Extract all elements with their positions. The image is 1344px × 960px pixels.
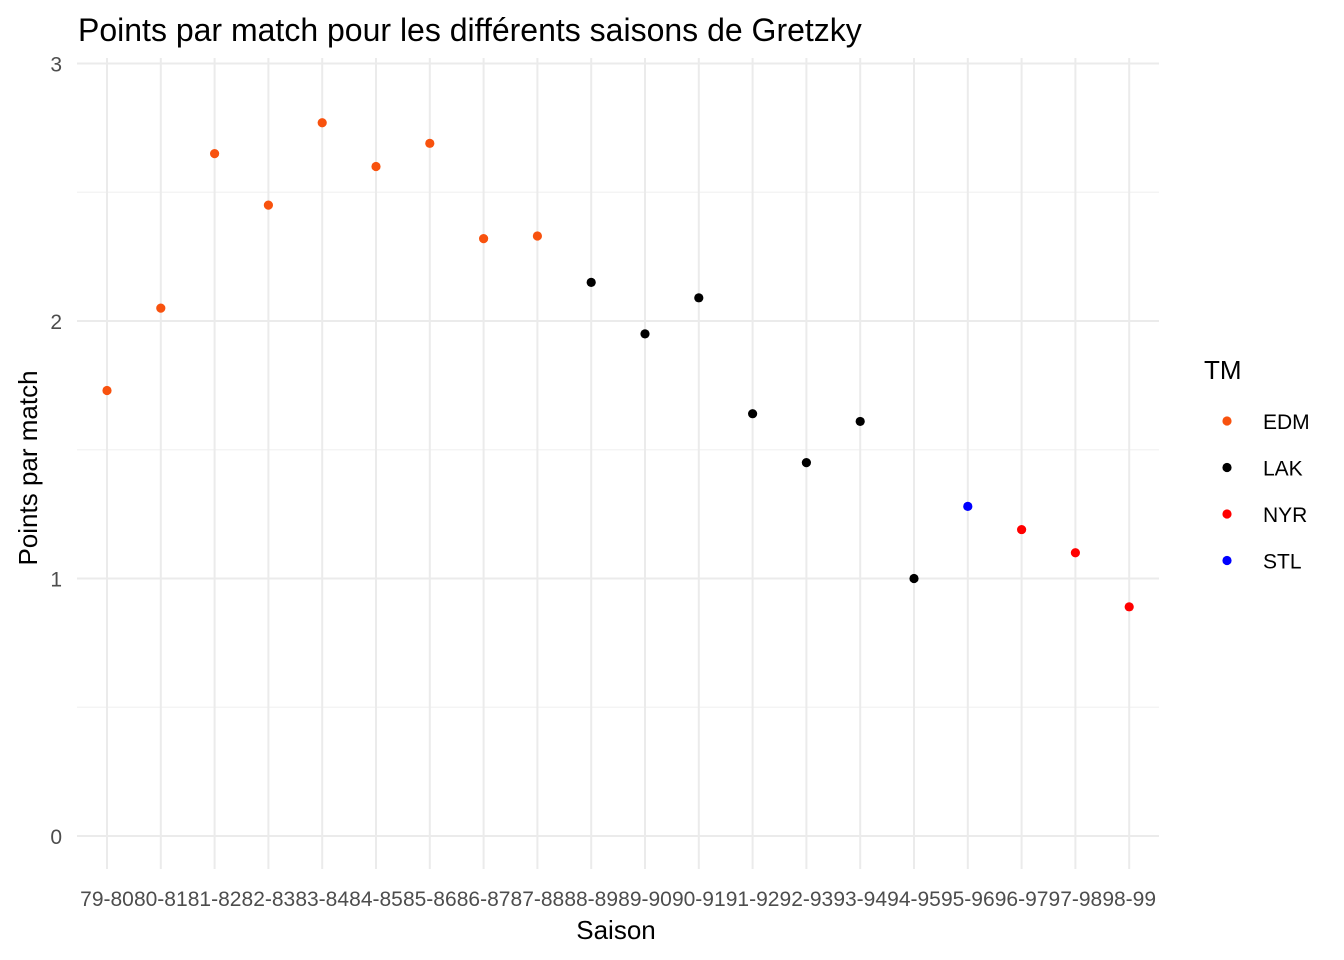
- legend-title: TM: [1204, 355, 1242, 385]
- legend-label: LAK: [1263, 458, 1303, 481]
- legend-entries: EDM LAK NYR STL: [1222, 411, 1310, 574]
- x-tick-label: 85-86: [403, 888, 457, 911]
- y-tick-label: 0: [50, 826, 62, 849]
- legend-key: [1222, 416, 1232, 426]
- x-tick-label: 79-80: [80, 888, 134, 911]
- x-tick-label: 84-85: [349, 888, 403, 911]
- data-point: [532, 231, 543, 241]
- legend-label: NYR: [1263, 504, 1307, 527]
- x-tick-label: 88-89: [564, 888, 618, 911]
- legend-key: [1222, 509, 1232, 519]
- grid: [77, 58, 1159, 869]
- legend: TM EDM LAK NYR STL: [1204, 355, 1310, 574]
- x-tick-label: 94-95: [887, 888, 941, 911]
- data-point: [909, 573, 919, 584]
- data-point: [156, 303, 166, 313]
- legend-label: EDM: [1263, 411, 1310, 434]
- legend-key: [1222, 462, 1232, 473]
- data-point: [479, 234, 489, 244]
- x-tick-label: 86-87: [457, 888, 511, 911]
- data-point: [263, 200, 273, 210]
- data-point: [855, 416, 865, 427]
- x-tick-label: 91-92: [726, 888, 780, 911]
- data-point: [1070, 548, 1080, 558]
- x-axis-ticks: 79-80 80-81 81-82 82-83 83-84 84-85 85-86 86-87…: [80, 888, 1156, 911]
- x-tick-label: 98-99: [1102, 888, 1156, 911]
- data-point: [694, 293, 704, 303]
- data-point: [963, 501, 973, 511]
- data-point: [748, 409, 758, 419]
- x-tick-label: 81-82: [188, 888, 242, 911]
- x-tick-label: 92-93: [780, 888, 834, 911]
- data-points: [102, 118, 1134, 612]
- data-point: [425, 138, 435, 148]
- y-tick-label: 1: [50, 569, 62, 592]
- data-point: [371, 161, 381, 172]
- y-axis-title: Points par match: [13, 370, 43, 565]
- data-point: [1124, 602, 1134, 612]
- x-tick-label: 83-84: [295, 888, 349, 911]
- x-tick-label: 87-88: [511, 888, 565, 911]
- data-point: [1017, 524, 1027, 535]
- x-tick-label: 90-91: [672, 888, 726, 911]
- data-point: [640, 329, 650, 339]
- x-tick-label: 93-94: [833, 888, 887, 911]
- x-tick-label: 95-96: [941, 888, 995, 911]
- x-tick-label: 80-81: [134, 888, 188, 911]
- y-tick-label: 2: [50, 311, 62, 334]
- x-axis-title: Saison: [576, 915, 656, 945]
- data-point: [210, 149, 220, 159]
- y-tick-label: 3: [50, 54, 62, 77]
- legend-label: STL: [1263, 551, 1302, 574]
- x-tick-label: 96-97: [995, 888, 1049, 911]
- chart-title: Points par match pour les différents sai…: [78, 12, 862, 48]
- data-point: [801, 458, 812, 468]
- x-tick-label: 97-98: [1049, 888, 1103, 911]
- y-axis-ticks: 0 1 2 3: [50, 54, 62, 850]
- data-point: [102, 385, 112, 396]
- legend-key: [1222, 555, 1232, 566]
- data-point: [586, 277, 596, 287]
- x-tick-label: 82-83: [242, 888, 296, 911]
- data-point: [317, 118, 327, 128]
- x-tick-label: 89-90: [618, 888, 672, 911]
